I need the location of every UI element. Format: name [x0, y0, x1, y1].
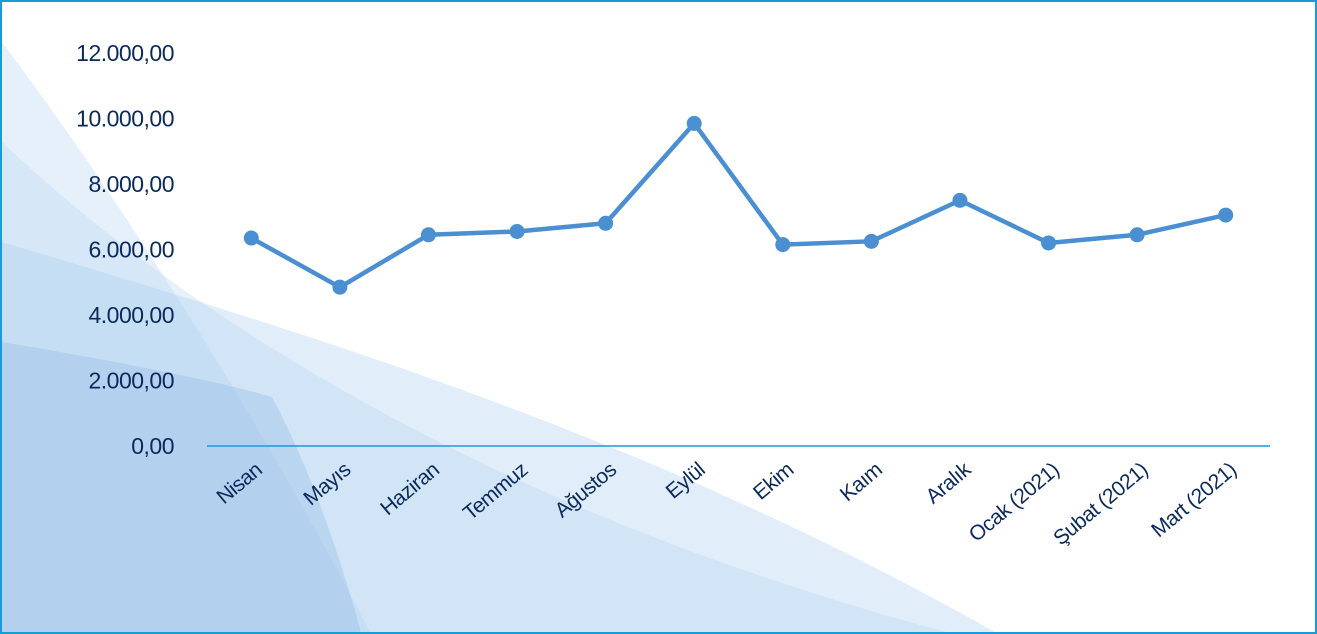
- data-points: [243, 115, 1234, 295]
- x-tick-label: Haziran: [376, 458, 444, 520]
- y-tick-label: 12.000,00: [76, 40, 174, 66]
- data-point: [1041, 235, 1057, 251]
- x-tick-label: Kaım: [836, 458, 887, 506]
- x-axis: Nisan Mayıs Haziran Temmuz Ağustos Eylül Ekim K…: [212, 458, 1240, 550]
- data-point: [1218, 207, 1234, 223]
- x-tick-label: Ekim: [749, 458, 798, 504]
- x-tick-label: Aralık: [922, 458, 976, 509]
- background-wave-2: [2, 142, 947, 632]
- x-tick-label: Nisan: [212, 458, 266, 509]
- background-wave-1: [2, 42, 370, 632]
- data-point: [243, 230, 259, 246]
- y-tick-label: 8.000,00: [88, 171, 174, 197]
- x-tick-label: Mayıs: [299, 458, 355, 510]
- x-tick-label: Ağustos: [551, 458, 621, 522]
- y-tick-label: 4.000,00: [88, 302, 174, 328]
- x-tick-label: Temmuz: [459, 458, 532, 525]
- y-tick-label: 10.000,00: [76, 106, 174, 132]
- data-point: [332, 279, 348, 295]
- data-point: [420, 227, 436, 243]
- data-point: [686, 115, 702, 131]
- y-axis: 0,00 2.000,00 4.000,00 6.000,00 8.000,00 10.0…: [76, 40, 174, 459]
- background-wave-4: [2, 342, 361, 632]
- background-wave-3: [2, 242, 995, 632]
- data-point: [1129, 227, 1145, 243]
- x-tick-label: Şubat (2021): [1049, 458, 1152, 550]
- series-line: [250, 121, 1227, 290]
- data-point: [952, 192, 968, 208]
- x-tick-label: Mart (2021): [1147, 458, 1241, 542]
- y-tick-label: 6.000,00: [88, 237, 174, 263]
- y-tick-label: 0,00: [131, 433, 174, 459]
- data-point: [863, 233, 879, 249]
- y-tick-label: 2.000,00: [88, 368, 174, 394]
- data-point: [775, 237, 791, 253]
- x-tick-label: Eylül: [662, 458, 710, 503]
- data-point: [598, 215, 614, 231]
- data-point: [509, 223, 525, 239]
